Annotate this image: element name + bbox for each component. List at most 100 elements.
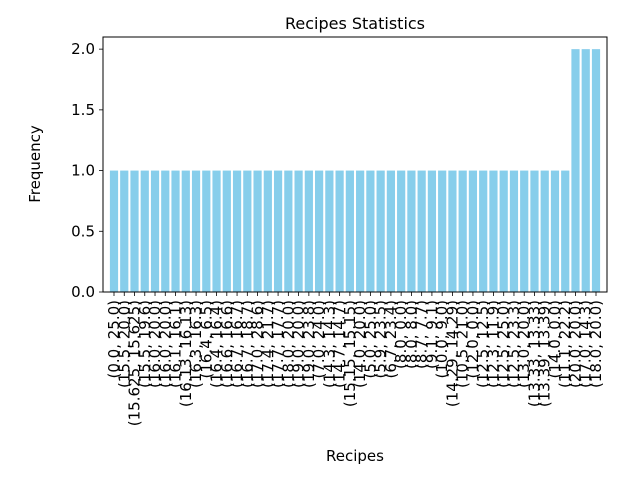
x-tick-label: (18.0, 20.0) (587, 300, 605, 388)
x-tick-label: (16.3, 16.3) (187, 300, 205, 388)
bar (243, 170, 252, 292)
x-tick-label: (16.4, 6.5) (197, 300, 215, 379)
bar (304, 170, 313, 292)
bar (366, 170, 375, 292)
chart-title: Recipes Statistics (285, 14, 425, 33)
x-tick-label: (9.1, 9.1) (423, 300, 441, 369)
x-tick-label: (12.5, 23.3) (505, 300, 523, 388)
bar (386, 170, 395, 292)
bar (140, 170, 149, 292)
x-tick-label: (10.5, 21.0) (454, 300, 472, 388)
x-tick-label: (13.0, 20.0) (515, 300, 533, 388)
bar (489, 170, 498, 292)
x-tick-label: (14.0, 0.0) (546, 300, 564, 379)
bar (530, 170, 539, 292)
y-tick-label: 0.5 (71, 222, 95, 240)
x-tick-label: (17.4, 21.7) (259, 300, 277, 388)
x-tick-label: (15.5, 19.6) (136, 300, 154, 388)
x-tick-label: (10.0, 9.0) (433, 300, 451, 379)
x-tick-label: (14.29, 14.29) (443, 300, 461, 407)
bar (458, 170, 467, 292)
x-tick-label: (0.0, 25.0) (105, 300, 123, 379)
y-tick-label: 1.0 (71, 162, 95, 180)
bar (407, 170, 416, 292)
bar (509, 170, 519, 292)
bar (232, 170, 242, 292)
x-tick-label: (14.0, 20.0) (351, 300, 369, 388)
bar (253, 170, 262, 292)
bar (438, 170, 447, 292)
bar (222, 170, 231, 292)
x-tick-label: (8.0, 0.0) (392, 300, 410, 369)
bar-group (109, 49, 601, 292)
x-tick-label: (13.33, 13.33) (525, 300, 543, 407)
x-tick-label: (16.0, 20.0) (156, 300, 174, 388)
y-tick-label: 2.0 (71, 40, 95, 58)
bar (427, 170, 437, 292)
x-tick-label: (20.0, 20.0) (566, 300, 584, 388)
bar (397, 170, 406, 292)
bar (417, 170, 426, 292)
bar (376, 170, 385, 292)
x-tick-label: (17.7, 17.7) (269, 300, 287, 388)
bar (284, 170, 293, 292)
x-tick-label: (16.0, 20.0) (146, 300, 164, 388)
bar (325, 170, 334, 292)
x-tick-label: (16.1, 16.1) (167, 300, 185, 388)
bar (540, 170, 549, 292)
x-tick-label: (17.0, 28.6) (249, 300, 267, 388)
bar (520, 170, 529, 292)
bar (335, 170, 344, 292)
x-tick-label: (16.7, 16.7) (228, 300, 246, 388)
y-tick-label: 0.0 (71, 283, 95, 301)
x-tick-label: (5.9, 23.5) (372, 300, 390, 379)
x-tick-label: (15.625, 15.625) (126, 300, 144, 426)
bar (130, 170, 139, 292)
bar (468, 170, 478, 292)
bar (591, 49, 601, 292)
y-axis: 0.0 0.5 1.0 1.5 2.0 (71, 40, 103, 301)
x-tick-label: (16.7, 18.7) (238, 300, 256, 388)
bar (202, 170, 211, 292)
plot-frame (102, 36, 608, 293)
x-tick-label: (8.0, 8.0) (402, 300, 420, 369)
x-tick-label: (16.6, 16.6) (218, 300, 236, 388)
x-tick-label: (12.3, 11.9) (484, 300, 502, 388)
bar (171, 170, 180, 292)
x-tick-label: (14.7, 14.7) (331, 300, 349, 388)
bar (191, 170, 201, 292)
bar (109, 170, 119, 292)
x-tick-label: (14.3, 14.3) (320, 300, 338, 388)
bar (161, 170, 170, 292)
bar (356, 170, 365, 292)
x-tick-label: (17.0, 14.3) (577, 300, 595, 388)
x-axis: (0.0, 25.0)(15.5, 20.0)(15.625, 15.625)(… (105, 292, 605, 426)
y-tick-label: 1.5 (71, 101, 95, 119)
bar (448, 170, 457, 292)
bar (345, 170, 354, 292)
x-tick-label: (16.13, 16.13) (177, 300, 195, 407)
bar (479, 170, 488, 292)
x-tick-label: (12.5, 25.0) (495, 300, 513, 388)
bar (315, 170, 324, 292)
x-tick-label: (8.7, 7.7) (413, 300, 431, 369)
x-tick-label: (12.0, 0.0) (464, 300, 482, 379)
x-tick-label: (16.4, 16.4) (208, 300, 226, 388)
bar (499, 170, 508, 292)
bar (120, 170, 129, 292)
bar (212, 170, 221, 292)
y-axis-label: Frequency (26, 125, 44, 203)
x-tick-label: (5.0, 25.0) (361, 300, 379, 379)
x-tick-label: (6.7, 23.4) (382, 300, 400, 379)
bar (181, 170, 190, 292)
x-tick-label: (11.1, 22.2) (556, 300, 574, 388)
x-tick-label: (12.5, 12.5) (474, 300, 492, 388)
bar (273, 170, 283, 292)
bar (571, 49, 580, 292)
x-tick-label: (15.15, 15.15) (341, 300, 359, 407)
x-tick-label: (15.5, 20.0) (115, 300, 133, 388)
bar (561, 170, 570, 292)
x-tick-label: (19.0, 23.8) (300, 300, 318, 388)
bar (581, 49, 590, 292)
